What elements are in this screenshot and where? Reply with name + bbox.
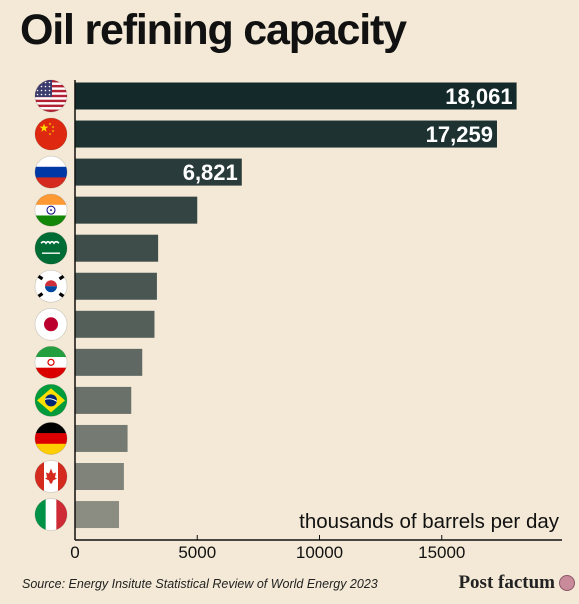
- x-tick-label: 15000: [418, 543, 465, 562]
- flag-china-icon: [34, 117, 68, 151]
- flag-brazil-icon: [34, 383, 68, 417]
- flag-japan-icon: [34, 307, 68, 341]
- data-label: 18,061: [445, 84, 512, 109]
- flag-usa-icon: [34, 79, 68, 113]
- flag-south-korea-icon: [34, 269, 68, 303]
- bar-brazil: [75, 386, 132, 414]
- x-tick-label: 0: [70, 543, 79, 562]
- flag-saudi-arabia-icon: [34, 231, 68, 265]
- bar-south-korea: [75, 272, 157, 300]
- bar-united-states: [75, 82, 517, 110]
- bar-japan: [75, 310, 155, 338]
- x-tick-label: 5000: [178, 543, 216, 562]
- brand: Post factum: [458, 572, 575, 594]
- flag-canada-icon: [34, 460, 68, 493]
- bar-italy: [75, 501, 120, 529]
- data-label: 17,259: [426, 122, 493, 147]
- flag-germany-icon: [34, 422, 68, 455]
- brand-icon: [559, 575, 575, 591]
- bar-germany: [75, 424, 128, 452]
- bar-iran: [75, 348, 143, 376]
- flag-russia-icon: [34, 155, 68, 189]
- unit-label: thousands of barrels per day: [299, 510, 560, 533]
- bar-canada: [75, 463, 124, 490]
- data-label: 6,821: [183, 160, 238, 185]
- flag-iran-icon: [34, 345, 68, 379]
- bar-china: [75, 120, 497, 148]
- source-note: Source: Energy Insitute Statistical Revi…: [22, 577, 378, 591]
- flag-india-icon: [34, 193, 68, 227]
- bar-saudi-arabia: [75, 234, 159, 262]
- flag-italy-icon: [34, 498, 68, 531]
- bar-india: [75, 196, 198, 224]
- chart-title: Oil refining capacity: [20, 6, 407, 54]
- bar-russia: [75, 158, 242, 186]
- brand-name: Post factum: [458, 572, 555, 593]
- x-tick-label: 10000: [296, 543, 343, 562]
